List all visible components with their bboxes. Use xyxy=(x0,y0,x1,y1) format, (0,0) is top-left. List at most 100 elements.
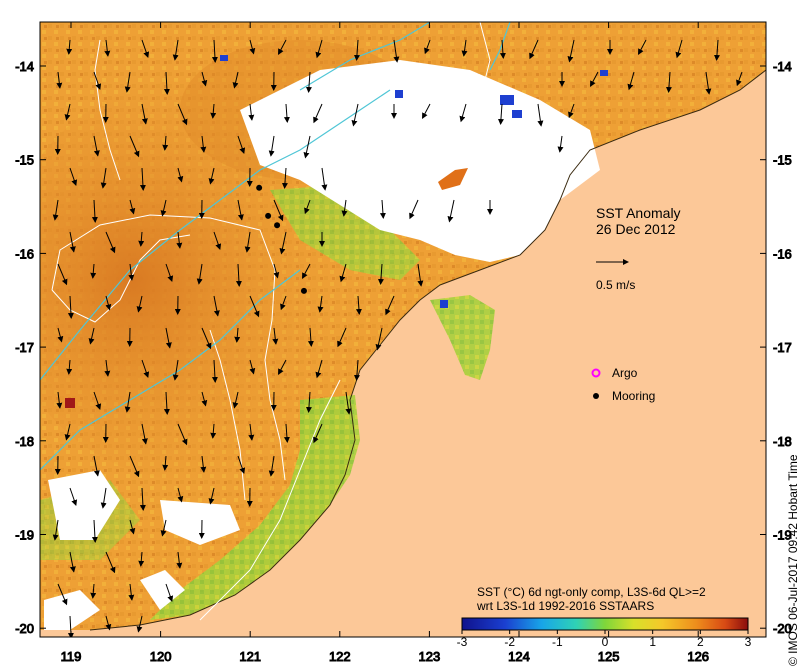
current-arrow xyxy=(177,423,188,446)
current-arrow xyxy=(213,231,222,250)
current-arrow xyxy=(201,327,212,350)
caption-line2: wrt L3S-1d 1992-2016 SSTAARS xyxy=(476,599,654,613)
current-arrow xyxy=(136,615,143,633)
current-arrow xyxy=(248,423,255,441)
colorbar-tick-label: 3 xyxy=(745,635,752,649)
current-arrow xyxy=(93,71,102,90)
current-arrow xyxy=(213,295,220,317)
current-arrow xyxy=(141,359,150,378)
current-arrow xyxy=(375,327,383,351)
current-arrow xyxy=(66,359,73,375)
current-arrow xyxy=(141,103,148,125)
current-arrow xyxy=(90,583,97,599)
current-arrow xyxy=(139,167,146,191)
current-arrow xyxy=(279,231,287,255)
cloud-region-s xyxy=(160,500,240,545)
current-arrow xyxy=(627,71,635,91)
current-arrow xyxy=(557,135,564,153)
current-arrow xyxy=(200,455,207,473)
current-arrow xyxy=(105,295,112,311)
current-arrow xyxy=(353,359,360,381)
current-arrow xyxy=(459,103,467,123)
y-tick-label: -16 xyxy=(773,246,792,261)
current-arrow xyxy=(567,39,575,63)
current-arrow xyxy=(196,263,203,285)
current-arrow xyxy=(162,135,169,151)
y-tick-label: -19 xyxy=(773,528,792,543)
current-arrow xyxy=(172,39,179,61)
y-tick-label: -14 xyxy=(15,59,34,74)
current-vectors xyxy=(52,39,743,637)
current-arrow xyxy=(393,39,400,63)
current-arrow xyxy=(141,39,150,58)
current-arrow xyxy=(91,519,98,543)
y-tick-label: -16 xyxy=(15,246,34,261)
current-arrow xyxy=(91,199,98,223)
map-date: 26 Dec 2012 xyxy=(596,221,676,237)
current-arrow xyxy=(272,327,279,345)
colorbar xyxy=(461,617,749,631)
cold-pixels xyxy=(220,55,608,308)
current-arrow xyxy=(351,103,359,127)
current-arrow xyxy=(278,39,287,55)
current-arrow xyxy=(210,423,217,439)
x-tick-label: 122 xyxy=(329,649,351,664)
current-arrow xyxy=(665,71,672,93)
current-arrow xyxy=(201,71,208,87)
x-tick-label: 125 xyxy=(598,649,620,664)
current-arrow xyxy=(499,39,506,59)
current-arrow xyxy=(69,487,78,506)
legend-mooring-label: Mooring xyxy=(612,389,655,403)
current-arrow xyxy=(353,39,360,61)
y-tick-label: -18 xyxy=(773,434,792,449)
current-arrow xyxy=(208,167,215,185)
mooring-marker xyxy=(265,212,272,219)
plot-frame xyxy=(39,21,767,638)
current-arrow xyxy=(52,519,59,541)
current-arrow xyxy=(590,71,599,87)
current-arrow xyxy=(124,391,131,413)
current-arrow xyxy=(302,263,311,279)
current-arrow xyxy=(304,199,311,215)
current-arrow xyxy=(268,135,275,157)
current-arrow xyxy=(64,423,71,441)
current-arrow xyxy=(129,199,136,215)
warm-anomaly-core xyxy=(40,80,380,480)
current-arrow xyxy=(355,295,362,315)
current-arrow xyxy=(422,103,431,119)
current-arrow xyxy=(201,391,208,407)
current-arrow xyxy=(105,231,116,254)
x-tick-label: 123 xyxy=(419,649,441,664)
current-arrow xyxy=(339,263,347,283)
current-arrow xyxy=(176,231,183,249)
current-arrow xyxy=(56,391,63,409)
x-axis-ticks: 119 120 121 122 123 124 125 126 xyxy=(60,22,710,665)
magenta-circle-icon xyxy=(591,368,601,378)
current-arrow xyxy=(177,103,188,126)
current-arrow xyxy=(165,583,174,602)
current-arrow xyxy=(315,359,323,379)
current-arrow xyxy=(232,71,239,89)
current-arrow xyxy=(305,71,312,93)
current-arrow xyxy=(713,39,720,61)
current-arrow xyxy=(165,327,172,349)
current-arrow xyxy=(281,167,288,189)
current-arrow xyxy=(379,199,386,219)
current-arrow xyxy=(163,391,170,415)
current-arrow xyxy=(313,423,323,444)
current-arrow xyxy=(66,39,73,55)
current-arrow xyxy=(273,199,284,222)
current-arrow xyxy=(237,135,246,154)
y-tick-label: -18 xyxy=(15,434,34,449)
current-arrow xyxy=(208,487,215,505)
y-tick-label: -17 xyxy=(773,340,792,355)
current-arrow xyxy=(303,135,311,159)
current-arrow xyxy=(337,327,347,348)
current-arrow xyxy=(69,551,76,573)
current-arrow xyxy=(736,71,743,87)
current-arrow xyxy=(307,327,314,347)
map-plot-area xyxy=(40,22,766,637)
cloud-region-sw xyxy=(48,470,120,540)
y-tick-label: -15 xyxy=(15,153,34,168)
